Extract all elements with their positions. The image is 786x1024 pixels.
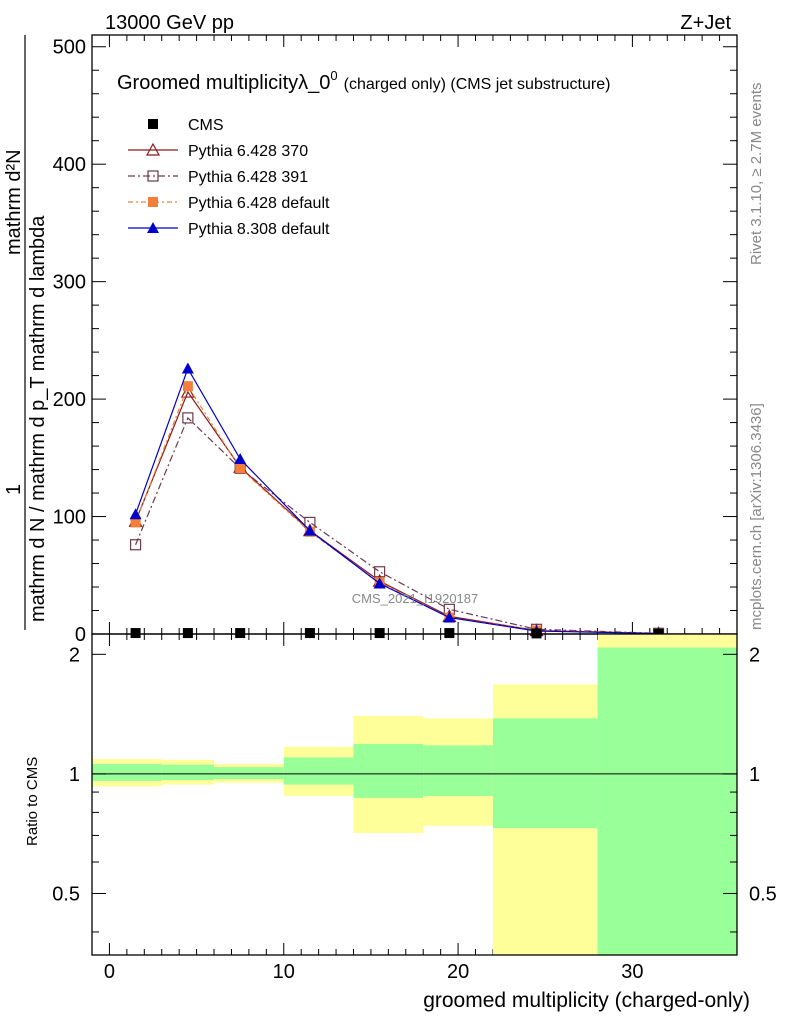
legend-marker bbox=[147, 170, 159, 182]
x-tick-label: 30 bbox=[621, 961, 643, 983]
legend-label: Pythia 6.428 default bbox=[188, 195, 330, 212]
data-point bbox=[181, 362, 194, 374]
ratio-band-green bbox=[492, 718, 598, 829]
legend-label: Pythia 6.428 370 bbox=[188, 143, 308, 160]
legend-item: Pythia 6.428 default bbox=[128, 195, 330, 212]
data-point bbox=[374, 628, 385, 639]
x-axis-label: groomed multiplicity (charged-only) bbox=[423, 989, 750, 1012]
data-point bbox=[182, 628, 193, 639]
y-tick-label: 200 bbox=[53, 389, 86, 411]
chart-title: Groomed multiplicityλ_00 (charged only) (… bbox=[117, 68, 610, 94]
y-tick-label: 400 bbox=[53, 154, 86, 176]
x-tick-label: 20 bbox=[447, 961, 469, 983]
legend-marker bbox=[147, 222, 159, 233]
data-point bbox=[235, 628, 246, 639]
legend-item: CMS bbox=[148, 117, 224, 134]
ratio-band-green bbox=[161, 764, 215, 781]
legend-marker bbox=[148, 197, 158, 207]
data-point bbox=[235, 463, 246, 474]
y-tick-label: 100 bbox=[53, 507, 86, 529]
chart-title-main: Groomed multiplicityλ_0 bbox=[117, 72, 330, 94]
legend-item: Pythia 6.428 370 bbox=[128, 142, 308, 160]
y-tick-label: 500 bbox=[53, 37, 86, 59]
data-point bbox=[373, 577, 386, 589]
ratio-y-tick-label: 0.5 bbox=[52, 883, 80, 905]
ratio-frame bbox=[91, 633, 738, 956]
legend: CMS Pythia 6.428 370 Pythia 6.428 391 Pythi… bbox=[128, 117, 330, 238]
y-axis-label-main: mathrm d N / mathrm d p_T mathrm d lambd… bbox=[27, 215, 49, 622]
data-point bbox=[129, 539, 142, 551]
header-left: 13000 GeV pp bbox=[105, 12, 234, 34]
data-point bbox=[234, 452, 247, 464]
ratio-y-tick-label: 1 bbox=[69, 764, 80, 786]
legend-item: Pythia 6.428 391 bbox=[128, 169, 308, 186]
ratio-band-green bbox=[353, 743, 424, 798]
mcplots-label: mcplots.cern.ch [arXiv:1306.3436] bbox=[748, 403, 765, 630]
ratio-plot: 0 10 20 30 0.5 0.5 1 1 2 2 bbox=[52, 633, 777, 983]
x-tick-label: 10 bbox=[273, 961, 295, 983]
legend-label: Pythia 8.308 default bbox=[188, 221, 330, 238]
series-line bbox=[135, 416, 659, 634]
chart-title-sup: 0 bbox=[330, 68, 337, 83]
y-axis-label-top: mathrm d²N bbox=[3, 149, 25, 255]
ratio-band-green bbox=[214, 767, 284, 780]
legend-label: CMS bbox=[188, 117, 224, 134]
legend-marker bbox=[145, 142, 161, 156]
series-line bbox=[135, 367, 659, 635]
ratio-y-tick-label-right: 2 bbox=[749, 644, 760, 666]
data-point bbox=[374, 566, 386, 578]
legend-marker bbox=[148, 119, 158, 129]
data-point bbox=[130, 517, 141, 528]
ratio-band-green bbox=[423, 745, 493, 796]
y-axis-label-numer: 1 bbox=[3, 484, 25, 495]
header-right: Z+Jet bbox=[680, 12, 731, 34]
y-tick-label: 300 bbox=[53, 272, 86, 294]
y-tick-label: 0 bbox=[75, 624, 86, 646]
data-point bbox=[304, 628, 315, 639]
ratio-band-green bbox=[283, 757, 354, 785]
rivet-label: Rivet 3.1.10, ≥ 2.7M events bbox=[748, 83, 765, 266]
data-point bbox=[182, 412, 194, 424]
legend-label: Pythia 6.428 391 bbox=[188, 169, 308, 186]
ratio-y-tick-label-right: 1 bbox=[749, 764, 760, 786]
data-point bbox=[444, 628, 455, 639]
data-point bbox=[129, 508, 142, 520]
ratio-band-green bbox=[92, 763, 162, 781]
legend-item: Pythia 8.308 default bbox=[128, 221, 330, 238]
ratio-y-tick-label-right: 0.5 bbox=[749, 883, 777, 905]
y-axis-label-group: 1 mathrm d²N mathrm d N / mathrm d p_T m… bbox=[3, 35, 49, 630]
data-point bbox=[443, 611, 456, 623]
chart-subtitle: (charged only) (CMS jet substructure) bbox=[344, 76, 611, 93]
y-axis-label-ratio: Ratio to CMS bbox=[24, 757, 41, 846]
watermark: CMS_2021_I1920187 bbox=[352, 591, 479, 606]
data-point bbox=[130, 628, 141, 639]
data-point bbox=[303, 524, 316, 536]
ratio-band-green bbox=[597, 647, 737, 955]
ratio-y-tick-label: 2 bbox=[69, 644, 80, 666]
data-point bbox=[182, 381, 193, 392]
x-tick-label: 0 bbox=[104, 961, 115, 983]
